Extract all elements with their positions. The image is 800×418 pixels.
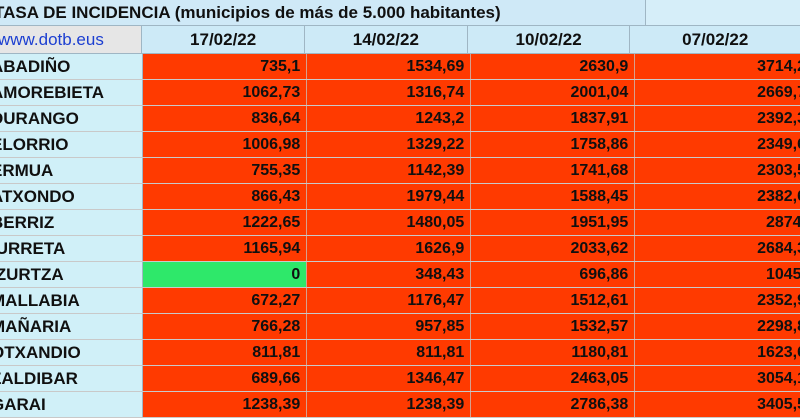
incidence-value-cell[interactable]: 1588,45 [471, 184, 636, 209]
incidence-value-cell[interactable]: 1532,57 [471, 314, 636, 339]
municipality-cell[interactable]: ERMUA [0, 158, 144, 183]
municipality-cell[interactable]: ABADIÑO [0, 54, 144, 79]
incidence-value-cell[interactable]: 1062,73 [143, 80, 308, 105]
municipality-cell[interactable]: ELORRIO [0, 132, 144, 157]
empty-cell[interactable] [646, 0, 800, 25]
incidence-value-cell[interactable]: 2786,38 [471, 392, 636, 417]
incidence-value-cell[interactable]: 2392,3 [635, 106, 800, 131]
incidence-value-cell[interactable]: 672,27 [143, 288, 308, 313]
date-header[interactable]: 10/02/22 [467, 26, 631, 53]
incidence-value-cell[interactable]: 836,64 [143, 106, 308, 131]
incidence-value-cell[interactable]: 2684,3 [635, 236, 800, 261]
incidence-value-cell[interactable]: 2352,9 [635, 288, 800, 313]
incidence-value-cell[interactable]: 2382,6 [635, 184, 800, 209]
incidence-value-cell[interactable]: 1243,2 [307, 106, 472, 131]
website-cell[interactable]: www.dotb.eus [0, 26, 143, 53]
title-row: TASA DE INCIDENCIA (municipios de más de… [0, 0, 800, 26]
incidence-value-cell[interactable]: 1329,22 [307, 132, 472, 157]
date-header[interactable]: 14/02/22 [305, 26, 468, 53]
incidence-value-cell[interactable]: 2033,62 [471, 236, 636, 261]
incidence-value-cell[interactable]: 811,81 [307, 340, 472, 365]
incidence-value-cell[interactable]: 1176,47 [307, 288, 472, 313]
incidence-value-cell[interactable]: 957,85 [307, 314, 472, 339]
incidence-value-cell[interactable]: 2349,6 [635, 132, 800, 157]
incidence-value-cell[interactable]: 1741,68 [471, 158, 636, 183]
incidence-value-cell[interactable]: 2463,05 [471, 366, 636, 391]
municipality-cell[interactable]: IURRETA [0, 236, 144, 261]
incidence-value-cell[interactable]: 1142,39 [307, 158, 472, 183]
incidence-value-cell[interactable]: 1316,74 [307, 80, 472, 105]
data-rows: ABADIÑO735,11534,692630,93714,2AMOREBIET… [0, 54, 800, 418]
incidence-value-cell[interactable]: 1758,86 [471, 132, 636, 157]
municipality-cell[interactable]: AMOREBIETA [0, 80, 144, 105]
incidence-value-cell[interactable]: 866,43 [143, 184, 308, 209]
sheet-title[interactable]: TASA DE INCIDENCIA (municipios de más de… [0, 0, 646, 26]
incidence-value-cell[interactable]: 1951,95 [471, 210, 636, 235]
incidence-value-cell[interactable]: 348,43 [307, 262, 472, 287]
incidence-value-cell[interactable]: 2001,04 [471, 80, 636, 105]
municipality-cell[interactable]: OTXANDIO [0, 340, 144, 365]
incidence-value-cell[interactable]: 1045, [635, 262, 800, 287]
municipality-cell[interactable]: MALLABIA [0, 288, 144, 313]
incidence-value-cell[interactable]: 811,81 [143, 340, 308, 365]
incidence-value-cell[interactable]: 1480,05 [307, 210, 472, 235]
incidence-value-cell[interactable]: 3405,5 [635, 392, 800, 417]
date-header[interactable]: 17/02/22 [142, 26, 305, 53]
incidence-value-cell[interactable]: 2298,8 [635, 314, 800, 339]
municipality-cell[interactable]: ZALDIBAR [0, 366, 144, 391]
header-row: www.dotb.eus 17/02/22 14/02/22 10/02/22 … [0, 26, 800, 54]
incidence-value-cell[interactable]: 1238,39 [307, 392, 472, 417]
incidence-value-cell[interactable]: 2630,9 [471, 54, 636, 79]
municipality-cell[interactable]: ATXONDO [0, 184, 144, 209]
municipality-cell[interactable]: DURANGO [0, 106, 144, 131]
incidence-value-cell[interactable]: 689,66 [143, 366, 308, 391]
incidence-value-cell[interactable]: 1837,91 [471, 106, 636, 131]
incidence-value-cell[interactable]: 1006,98 [143, 132, 308, 157]
incidence-value-cell[interactable]: 1238,39 [143, 392, 308, 417]
incidence-value-cell[interactable]: 1346,47 [307, 366, 472, 391]
incidence-value-cell[interactable]: 2303,5 [635, 158, 800, 183]
incidence-value-cell[interactable]: 0 [143, 262, 308, 287]
incidence-value-cell[interactable]: 1165,94 [143, 236, 308, 261]
incidence-value-cell[interactable]: 1979,44 [307, 184, 472, 209]
incidence-value-cell[interactable]: 755,35 [143, 158, 308, 183]
incidence-value-cell[interactable]: 1623,6 [635, 340, 800, 365]
date-header[interactable]: 07/02/22 [630, 26, 800, 53]
municipality-cell[interactable]: GARAI [0, 392, 144, 417]
incidence-value-cell[interactable]: 1222,65 [143, 210, 308, 235]
municipality-cell[interactable]: IZURTZA [0, 262, 144, 287]
incidence-value-cell[interactable]: 3714,2 [635, 54, 800, 79]
municipality-cell[interactable]: MAÑARIA [0, 314, 144, 339]
incidence-value-cell[interactable]: 766,28 [143, 314, 308, 339]
incidence-value-cell[interactable]: 1512,61 [471, 288, 636, 313]
incidence-value-cell[interactable]: 2874, [635, 210, 800, 235]
incidence-value-cell[interactable]: 3054,1 [635, 366, 800, 391]
incidence-value-cell[interactable]: 1180,81 [471, 340, 636, 365]
incidence-value-cell[interactable]: 1626,9 [307, 236, 472, 261]
incidence-value-cell[interactable]: 1534,69 [307, 54, 472, 79]
incidence-value-cell[interactable]: 735,1 [143, 54, 308, 79]
incidence-value-cell[interactable]: 696,86 [471, 262, 636, 287]
incidence-value-cell[interactable]: 2669,7 [635, 80, 800, 105]
municipality-cell[interactable]: BERRIZ [0, 210, 144, 235]
